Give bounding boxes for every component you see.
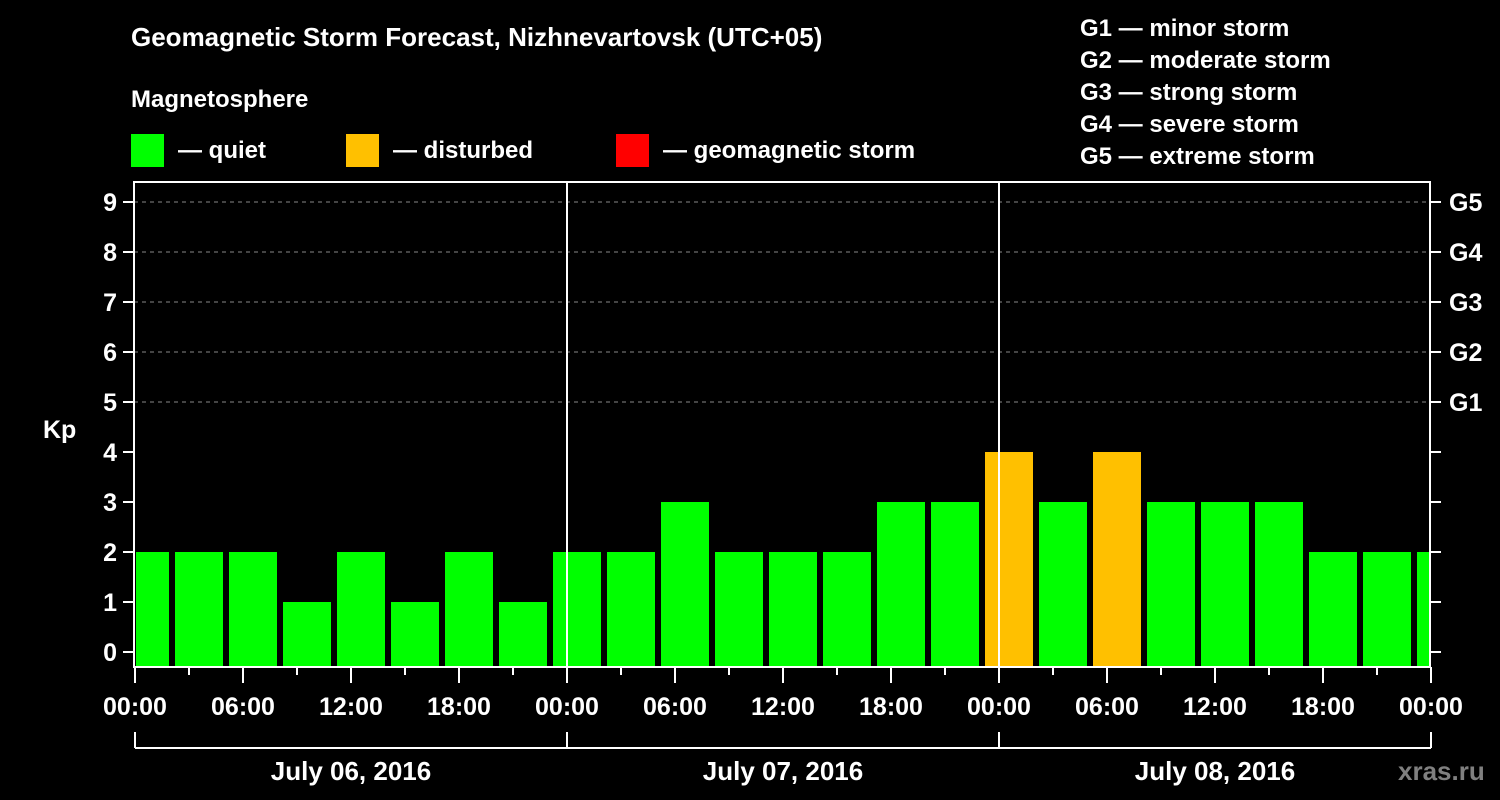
legend-disturbed: — disturbed [346, 134, 533, 167]
kp-bar [661, 502, 709, 666]
kp-bar [1417, 552, 1429, 666]
g2-description: G2 — moderate storm [1080, 47, 1331, 74]
g-level-label: G3 [1449, 289, 1482, 317]
y-tick-label: 7 [103, 289, 117, 317]
x-tick-label: 06:00 [211, 693, 275, 721]
g4-description: G4 — severe storm [1080, 111, 1299, 138]
kp-bar [715, 552, 763, 666]
kp-bar [1093, 452, 1141, 666]
kp-bar [1363, 552, 1411, 666]
kp-bar [499, 602, 547, 666]
x-tick-label: 12:00 [1183, 693, 1247, 721]
y-tick-label: 4 [103, 439, 117, 467]
y-tick-label: 5 [103, 389, 117, 417]
g-level-label: G4 [1449, 239, 1482, 267]
kp-bar [391, 602, 439, 666]
y-axis-label: Kp [43, 416, 76, 444]
y-tick-label: 2 [103, 539, 117, 567]
kp-bar [769, 552, 817, 666]
g-level-label: G1 [1449, 389, 1482, 417]
x-tick-label: 12:00 [319, 693, 383, 721]
kp-bar [553, 552, 601, 666]
kp-bar [229, 552, 277, 666]
kp-bar [1201, 502, 1249, 666]
quiet-swatch-icon [131, 134, 164, 167]
g1-description: G1 — minor storm [1080, 15, 1290, 42]
y-tick-label: 0 [103, 639, 117, 667]
y-tick-label: 8 [103, 239, 117, 267]
x-tick-label: 06:00 [643, 693, 707, 721]
kp-bar [445, 552, 493, 666]
x-tick-label: 18:00 [427, 693, 491, 721]
kp-bar [931, 502, 979, 666]
kp-bar [1309, 552, 1357, 666]
y-tick-label: 6 [103, 339, 117, 367]
y-tick-label: 3 [103, 489, 117, 517]
kp-bar [283, 602, 331, 666]
date-label: July 08, 2016 [1135, 756, 1295, 786]
kp-bar [823, 552, 871, 666]
y-tick-label: 9 [103, 189, 117, 217]
legend-label-quiet: — quiet [178, 136, 266, 164]
x-tick-label: 00:00 [1399, 693, 1463, 721]
g5-description: G5 — extreme storm [1080, 143, 1315, 170]
legend-label-storm: — geomagnetic storm [663, 136, 916, 164]
x-tick-label: 18:00 [1291, 693, 1355, 721]
kp-bar [607, 552, 655, 666]
kp-bar [175, 552, 223, 666]
watermark: xras.ru [1398, 756, 1485, 786]
kp-bar [136, 552, 169, 666]
legend-heading: Magnetosphere [131, 86, 309, 113]
x-tick-label: 18:00 [859, 693, 923, 721]
y-tick-label: 1 [103, 589, 117, 617]
date-label: July 06, 2016 [271, 756, 431, 786]
g-level-label: G5 [1449, 189, 1482, 217]
x-tick-label: 06:00 [1075, 693, 1139, 721]
x-tick-label: 12:00 [751, 693, 815, 721]
g-level-label: G2 [1449, 339, 1482, 367]
kp-bar [985, 452, 1033, 666]
kp-bar [877, 502, 925, 666]
x-tick-label: 00:00 [967, 693, 1031, 721]
kp-bar [337, 552, 385, 666]
x-tick-label: 00:00 [535, 693, 599, 721]
legend-quiet: — quiet [131, 134, 266, 167]
g-scale-legend: G1 — minor storm G2 — moderate storm G3 … [1080, 13, 1331, 173]
legend-label-disturbed: — disturbed [393, 136, 534, 164]
date-label: July 07, 2016 [703, 756, 863, 786]
chart-title: Geomagnetic Storm Forecast, Nizhnevartov… [131, 22, 823, 52]
storm-swatch-icon [616, 134, 649, 167]
g3-description: G3 — strong storm [1080, 79, 1298, 106]
x-tick-label: 00:00 [103, 693, 167, 721]
legend-storm: — geomagnetic storm [616, 134, 915, 167]
disturbed-swatch-icon [346, 134, 379, 167]
kp-bar [1039, 502, 1087, 666]
kp-bar [1147, 502, 1195, 666]
bars [136, 452, 1429, 666]
kp-bar [1255, 502, 1303, 666]
